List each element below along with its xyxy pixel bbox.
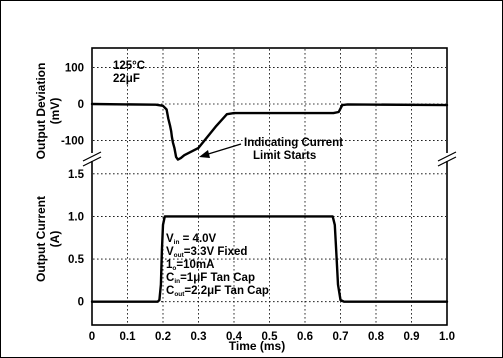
condition-line: Cin=1μF Tan Cap xyxy=(166,272,255,285)
x-tick-label: 0.6 xyxy=(297,331,313,343)
deviation-y-tick-label: -100 xyxy=(61,136,84,148)
x-tick-labels: 0 0.1 0.2 0.3 0.4 0.5 0.6 0.7 0.8 0.9 1.0 xyxy=(89,331,455,343)
current-ylabel-unit: (A) xyxy=(48,231,62,248)
condition-line: Vin = 4.0V xyxy=(166,233,217,246)
plot-border xyxy=(91,47,448,326)
left-axis-break-marker xyxy=(81,151,103,167)
capacitance-annotation: 22μF xyxy=(113,73,140,85)
y-tick-labels: 100 0 -100 1.5 1.0 0.5 0 xyxy=(61,62,85,308)
deviation-y-tick-label: 100 xyxy=(65,62,84,74)
current-y-tick-label: 1.5 xyxy=(68,169,85,181)
condition-line: Cout=2.2μF Tan Cap xyxy=(166,285,269,298)
x-tick-label: 0.1 xyxy=(120,331,137,343)
x-tick-label: 0.4 xyxy=(226,331,243,343)
current-limit-arrow xyxy=(199,143,242,158)
current-limit-annotation-line2: Limit Starts xyxy=(253,150,316,162)
deviation-ylabel-unit: (mV) xyxy=(48,98,62,125)
right-axis-break-marker xyxy=(436,151,458,167)
x-tick-label: 0.8 xyxy=(368,331,385,343)
condition-line: Vout=3.3V Fixed xyxy=(166,246,247,259)
x-tick-label: 0 xyxy=(89,331,95,343)
x-tick-label: 0.9 xyxy=(404,331,420,343)
current-y-tick-label: 1.0 xyxy=(68,211,84,223)
condition-line: 1o=10mA xyxy=(166,259,214,272)
x-tick-label: 0.3 xyxy=(191,331,207,343)
current-limit-annotation: Indicating Current xyxy=(244,137,343,149)
trace-layer xyxy=(90,102,449,303)
current-y-tick-label: 0.5 xyxy=(68,254,85,266)
x-tick-label: 0.2 xyxy=(155,331,171,343)
current-trace xyxy=(90,215,449,303)
x-tick-label: 1.0 xyxy=(439,331,455,343)
current-y-tick-label: 0 xyxy=(78,297,84,309)
x-tick-label: 0.5 xyxy=(262,331,279,343)
deviation-ylabel: Output Deviation xyxy=(34,63,48,160)
deviation-y-tick-label: 0 xyxy=(78,99,84,111)
x-tick-label: 0.7 xyxy=(333,331,349,343)
x-axis-label: Time (ms) xyxy=(229,339,285,353)
current-ylabel: Output Current xyxy=(34,196,48,282)
temperature-annotation: 125°C xyxy=(113,60,145,72)
deviation-trace xyxy=(90,102,449,161)
grid-layer xyxy=(93,49,446,324)
